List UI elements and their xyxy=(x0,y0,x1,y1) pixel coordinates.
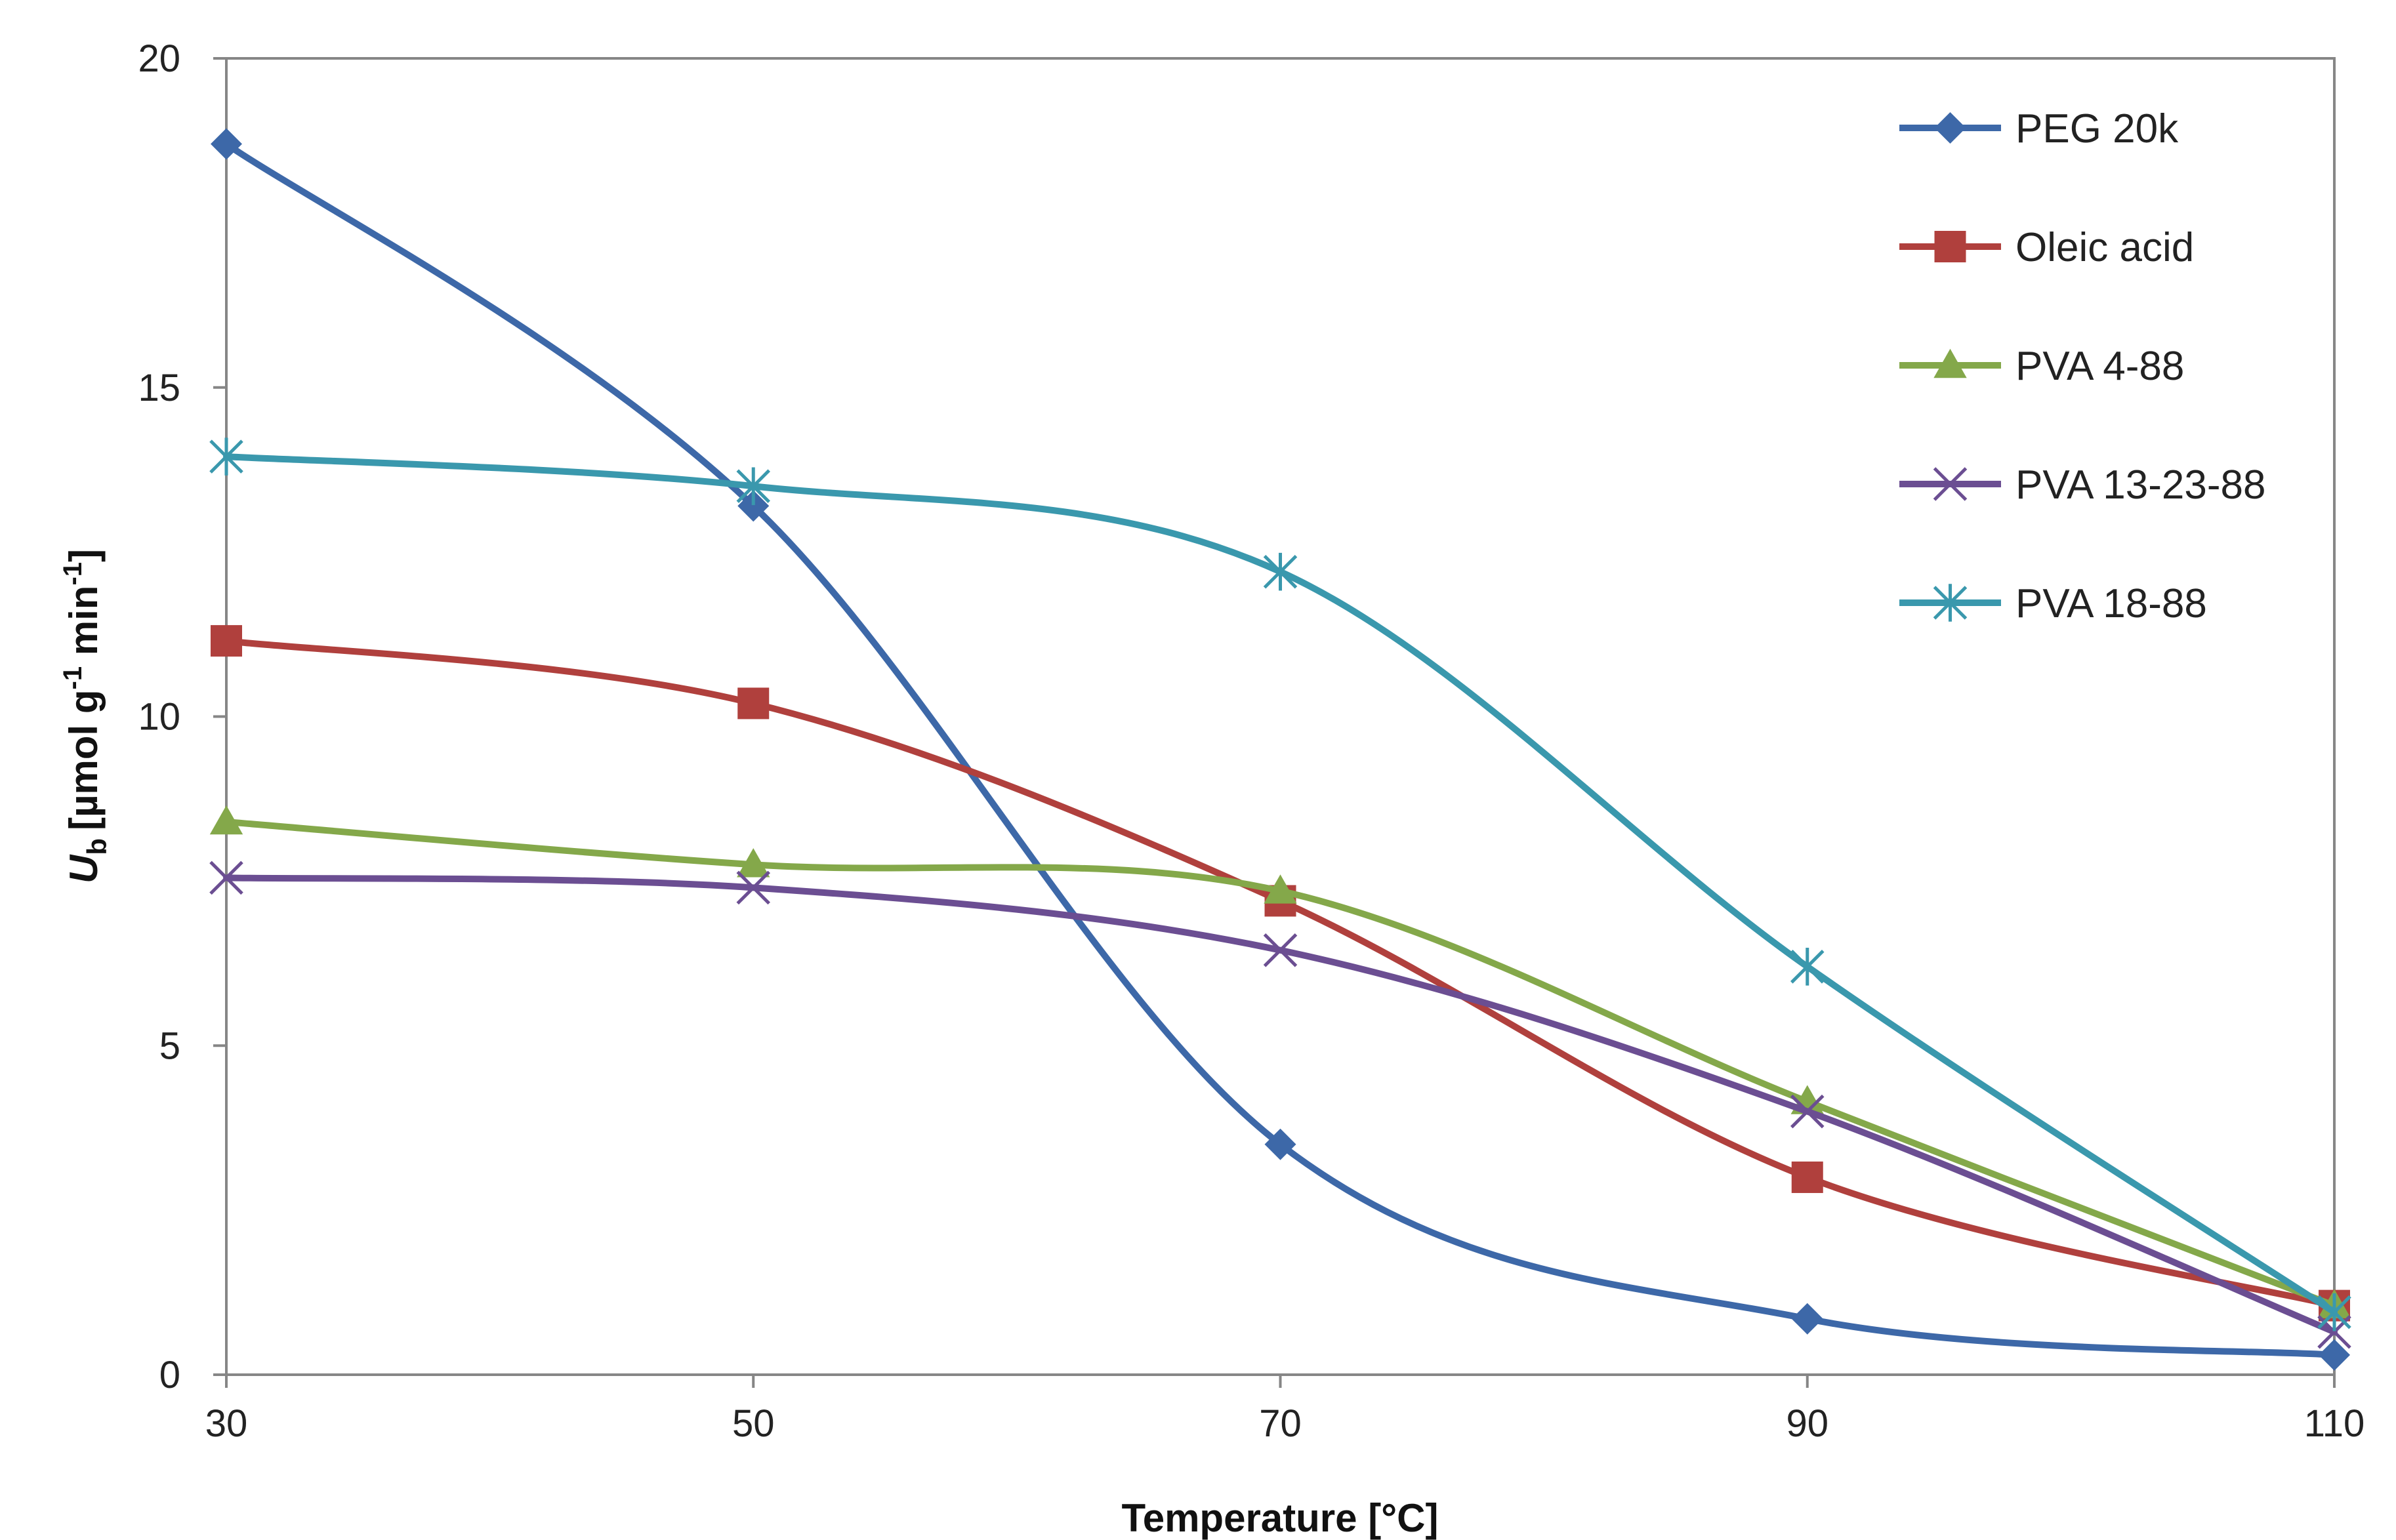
data-point-x xyxy=(1263,933,1298,967)
data-point-star xyxy=(209,437,243,476)
data-point-diamond xyxy=(211,128,242,160)
legend-label: PVA 13-23-88 xyxy=(2015,462,2265,508)
data-point-diamond xyxy=(2319,1339,2350,1371)
data-point-square xyxy=(211,625,242,657)
y-tick-label: 5 xyxy=(159,1024,180,1067)
legend-marker xyxy=(1934,112,1966,144)
data-point-star xyxy=(736,467,771,506)
y-tick-label: 10 xyxy=(138,696,180,739)
legend-marker xyxy=(1934,231,1966,262)
legend-label: PVA 4-88 xyxy=(2015,344,2184,389)
y-tick-label: 20 xyxy=(138,37,180,80)
series-line xyxy=(223,140,2338,1358)
legend-item: PEG 20k xyxy=(1899,106,2179,152)
legend-item: Oleic acid xyxy=(1899,225,2194,270)
data-point-x xyxy=(1790,1094,1825,1129)
data-point-triangle xyxy=(1264,874,1297,904)
data-point-square xyxy=(1791,1161,1823,1193)
data-point-star xyxy=(2317,1293,2351,1331)
legend-item: PVA 13-23-88 xyxy=(1899,462,2265,508)
legend-label: PEG 20k xyxy=(2015,106,2179,152)
legend-item: PVA 4-88 xyxy=(1899,344,2184,389)
legend-label: Oleic acid xyxy=(2015,225,2194,270)
series-peg-20k xyxy=(211,128,2350,1371)
data-point-x xyxy=(209,861,243,895)
x-tick-label: 70 xyxy=(1259,1402,1302,1445)
y-tick-label: 15 xyxy=(138,367,180,409)
legend-label: PVA 18-88 xyxy=(2015,581,2207,626)
data-point-star xyxy=(1790,948,1825,986)
series-pva-13-23-88 xyxy=(209,861,2351,1349)
legend-item: PVA 18-88 xyxy=(1899,581,2207,626)
x-tick-label: 110 xyxy=(2304,1402,2365,1445)
legend-marker xyxy=(1933,348,1967,378)
series-line xyxy=(223,453,2338,1316)
legend-marker xyxy=(1933,467,1968,501)
data-point-star xyxy=(1263,552,1298,591)
data-point-triangle xyxy=(209,805,243,835)
series-pva-18-88 xyxy=(209,437,2351,1331)
x-axis-title: Temperature [°C] xyxy=(1122,1496,1439,1540)
x-tick-label: 50 xyxy=(732,1402,775,1445)
legend-marker xyxy=(1933,584,1968,622)
data-point-diamond xyxy=(1791,1303,1823,1335)
data-point-x xyxy=(736,870,771,905)
data-point-square xyxy=(737,687,770,719)
x-tick-label: 30 xyxy=(205,1402,248,1445)
data-point-triangle xyxy=(737,848,770,878)
data-point-diamond xyxy=(1264,1128,1296,1160)
y-tick-label: 0 xyxy=(159,1354,180,1396)
x-tick-label: 90 xyxy=(1786,1402,1828,1445)
y-axis-title: Ub[µmol g-1 min-1] xyxy=(58,549,112,883)
data-point-diamond xyxy=(737,490,770,522)
